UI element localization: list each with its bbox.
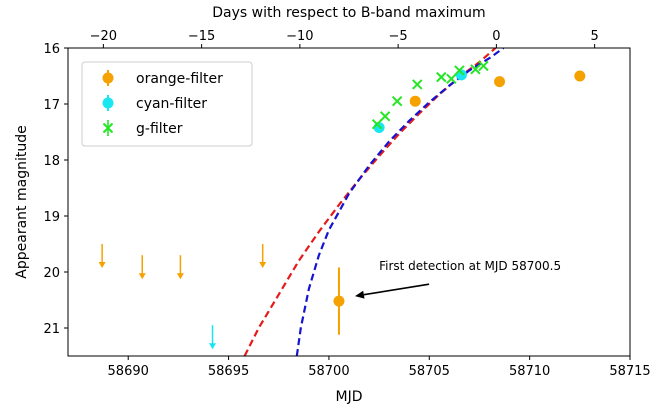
data-point — [436, 71, 447, 83]
top-x-tick-label: −20 — [90, 29, 117, 44]
y-tick-label: 20 — [43, 266, 60, 281]
upper-limit-arrow — [176, 255, 184, 280]
y-tick-label: 19 — [43, 210, 60, 225]
annotation-text: First detection at MJD 58700.5 — [379, 259, 561, 273]
data-point — [574, 70, 586, 82]
upper-limit-arrow — [98, 244, 106, 268]
top-x-tick-label: −15 — [188, 29, 215, 44]
data-point — [470, 64, 481, 75]
y-tick-label: 17 — [43, 98, 60, 113]
annotation-arrow — [363, 283, 430, 296]
x-tick-label: 58705 — [409, 364, 450, 379]
legend-label: orange-filter — [136, 71, 223, 87]
data-point — [494, 76, 506, 88]
legend-box — [81, 61, 253, 147]
upper-limit-arrow — [209, 325, 217, 350]
top-x-tick-label: −10 — [286, 29, 313, 44]
data-point — [454, 65, 465, 76]
legend: orange-filter cyan-filter g-filter — [81, 61, 253, 147]
y-tick-label: 18 — [43, 154, 60, 169]
legend-label: g-filter — [136, 121, 183, 137]
legend-entry: cyan-filter — [102, 95, 207, 112]
data-point — [379, 111, 391, 122]
annotation-arrowhead — [354, 290, 365, 299]
top-x-axis-title: Days with respect to B-band maximum — [212, 5, 485, 21]
upper-limit-arrow — [138, 255, 146, 280]
top-x-tick-label: −5 — [389, 29, 408, 44]
y-tick-label: 16 — [43, 42, 60, 57]
fit-curve-0 — [243, 48, 497, 356]
fit-curves — [243, 48, 505, 356]
data-point — [371, 118, 383, 130]
x-tick-label: 58715 — [609, 364, 650, 379]
fit-curve-1 — [295, 48, 505, 356]
y-tick-label: 21 — [43, 322, 60, 337]
annotation: First detection at MJD 58700.5 — [354, 259, 561, 299]
x-tick-label: 58710 — [509, 364, 550, 379]
y-axis-title: Appearant magnitude — [14, 125, 30, 278]
upper-limits — [98, 244, 267, 350]
legend-label: cyan-filter — [136, 96, 207, 112]
x-tick-label: 58695 — [208, 364, 249, 379]
legend-entry: g-filter — [102, 120, 183, 137]
x-tick-label: 58690 — [108, 364, 149, 379]
data-point — [409, 95, 421, 107]
axis-ticks: 58690 58695 58700 58705 58710 58715 −20 −15 −10 −… — [43, 29, 650, 379]
data-point — [446, 73, 457, 85]
top-x-tick-label: 0 — [492, 29, 500, 44]
data-point — [478, 60, 489, 72]
top-x-tick-label: 5 — [590, 29, 598, 44]
data-point — [333, 267, 345, 335]
x-axis-title: MJD — [336, 389, 363, 405]
annotations: First detection at MJD 58700.5 — [354, 259, 561, 299]
x-tick-label: 58700 — [308, 364, 349, 379]
data-points — [333, 60, 586, 335]
data-point — [412, 79, 423, 90]
data-point — [391, 95, 403, 107]
legend-entry: orange-filter — [102, 70, 223, 87]
plot-frame — [67, 47, 631, 357]
upper-limit-arrow — [259, 244, 267, 268]
